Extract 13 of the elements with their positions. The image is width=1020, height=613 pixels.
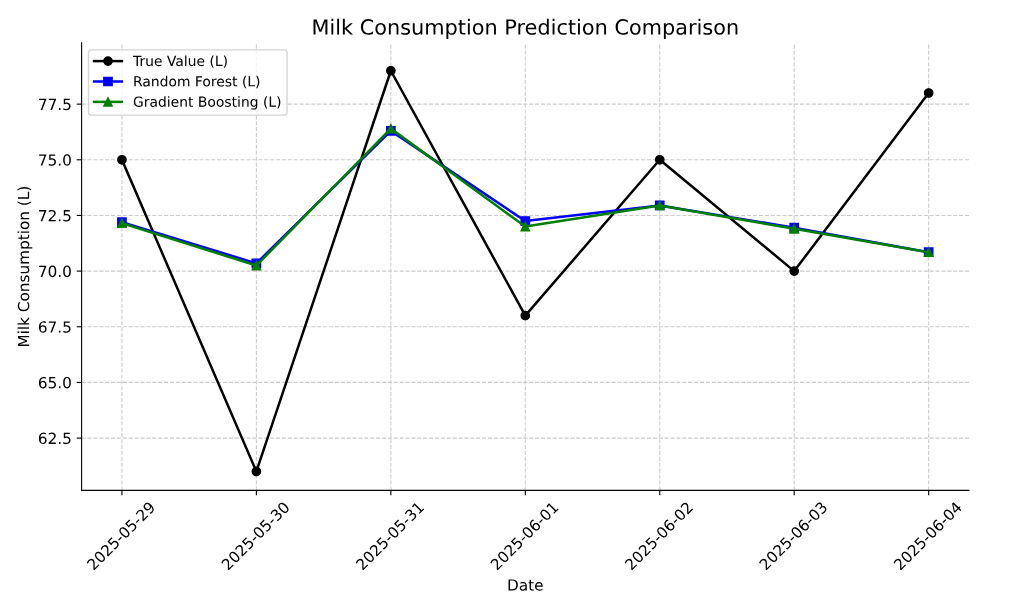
y-tick-label: 62.5 [38, 432, 71, 445]
y-tick-label: 75.0 [39, 154, 71, 166]
y-axis-title: Milk Consumption (L) [17, 187, 33, 347]
y-tick-label: 72.5 [39, 209, 71, 222]
legend-label: True Value (L) [132, 55, 227, 68]
y-tick-label: 65.0 [38, 376, 71, 389]
y-tick-label: 77.5 [39, 98, 71, 111]
chart-title: Milk Consumption Prediction Comparison [313, 18, 738, 39]
x-axis-title: Date [508, 579, 543, 591]
y-tick-label: 70.0 [39, 265, 71, 278]
legend-label: Gradient Boosting (L) [133, 96, 281, 110]
legend-label: Random Forest (L) [134, 75, 260, 89]
y-tick-label: 67.5 [38, 321, 71, 333]
